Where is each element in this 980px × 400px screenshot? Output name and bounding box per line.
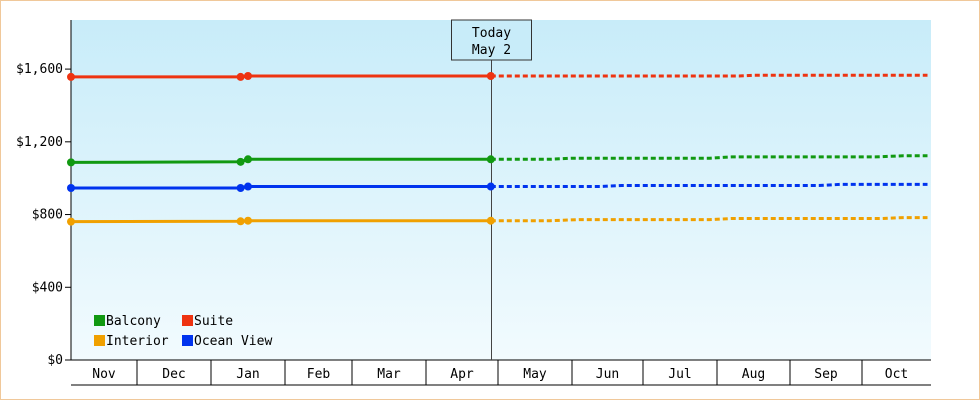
data-point — [236, 217, 245, 226]
series-forecast-suite — [490, 73, 928, 78]
x-tick-label: Mar — [377, 367, 401, 382]
series-forecast-interior — [490, 216, 928, 223]
series-balcony — [67, 154, 928, 167]
x-tick-label: Dec — [162, 367, 185, 382]
data-point — [244, 216, 252, 225]
series-line-interior — [70, 219, 491, 224]
series-suite — [67, 72, 928, 81]
x-tick-label: Sep — [814, 367, 838, 382]
legend-label-suite: Suite — [194, 314, 233, 329]
legend-label-balcony: Balcony — [106, 314, 161, 329]
series-interior — [67, 216, 928, 226]
y-tick-label: $1,600 — [16, 62, 63, 77]
y-tick-label: $0 — [47, 353, 63, 368]
x-tick-label: Aug — [742, 367, 765, 382]
x-tick-label: Feb — [307, 367, 331, 382]
data-point — [67, 184, 75, 192]
series-ocean-view — [67, 182, 928, 192]
legend-label-interior: Interior — [106, 334, 169, 349]
data-point — [486, 216, 495, 225]
series-line-suite — [71, 74, 491, 79]
data-point — [244, 155, 252, 164]
x-tick-label: Jan — [236, 367, 259, 382]
legend-swatch-interior — [94, 335, 105, 346]
data-point — [486, 72, 495, 80]
series-line-ocean-view — [71, 185, 491, 190]
x-tick-label: Jul — [668, 367, 691, 382]
plot-area — [71, 20, 931, 360]
today-date: May 2 — [472, 43, 511, 58]
x-tick-label: Apr — [450, 367, 474, 382]
series-layer — [67, 72, 928, 226]
data-point — [236, 72, 245, 81]
x-tick-label: Oct — [885, 367, 908, 382]
legend-label-ocean-view: Ocean View — [194, 334, 272, 349]
data-point — [244, 72, 252, 80]
data-point — [236, 157, 245, 166]
x-tick-label: Nov — [92, 367, 116, 382]
x-axis: Nov Dec Jan Feb Mar Apr May Jun Jul Aug Sep Oct — [71, 359, 931, 386]
today-label-box — [451, 19, 532, 61]
legend-swatch-suite — [182, 315, 193, 326]
data-point — [67, 158, 75, 167]
y-tick-label: $800 — [32, 208, 63, 223]
x-tick-label: May — [523, 367, 547, 382]
y-tick-label: $400 — [32, 280, 63, 295]
data-point — [486, 155, 495, 164]
data-point — [67, 72, 75, 81]
legend-swatch-ocean-view — [182, 335, 193, 346]
data-point — [236, 184, 245, 192]
legend-swatch-balcony — [94, 315, 105, 326]
data-point — [244, 182, 252, 191]
legend: Balcony Suite Interior Ocean View — [94, 314, 272, 349]
y-tick-label: $1,200 — [16, 135, 63, 150]
data-point — [67, 217, 75, 226]
y-axis: $0 $400 $800 $1,200 $1,600 — [16, 20, 72, 368]
today-marker: Today May 2 — [451, 19, 532, 360]
series-forecast-balcony — [490, 154, 928, 161]
series-forecast-ocean-view — [490, 182, 928, 188]
x-tick-label: Jun — [596, 367, 619, 382]
data-point — [486, 182, 495, 191]
today-label: Today — [472, 26, 511, 41]
